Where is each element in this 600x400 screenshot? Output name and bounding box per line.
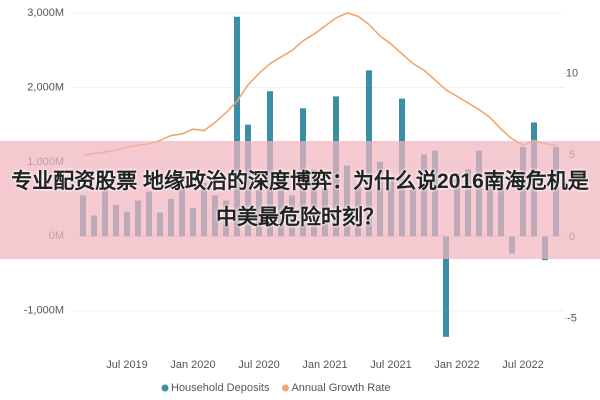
x-tick-label: Jan 2020 [170, 359, 215, 371]
bar [443, 236, 449, 337]
y-tick-label: 3,000M [27, 7, 64, 19]
y-tick-label: -1,000M [24, 305, 64, 317]
legend-label: Annual Growth Rate [291, 382, 390, 394]
bar [234, 16, 240, 237]
y2-tick-label: 10 [566, 67, 578, 79]
legend-marker [281, 384, 289, 392]
x-tick-label: Jan 2021 [302, 359, 347, 371]
line [82, 12, 557, 156]
banner: 专业配资股票 地缘政治的深度博弈：为什么说2016南海危机是中美最危险时刻？ [0, 141, 600, 259]
y-tick-label: 2,000M [27, 81, 64, 93]
x-tick-label: Jul 2021 [370, 359, 412, 371]
x-tick-label: Jul 2020 [238, 359, 280, 371]
x-tick-label: Jul 2022 [502, 359, 544, 371]
y2-tick-label: -5 [567, 312, 577, 324]
x-tick-label: Jan 2022 [434, 359, 479, 371]
banner-text: 专业配资股票 地缘政治的深度博弈：为什么说2016南海危机是中美最危险时刻？ [11, 170, 589, 229]
x-tick-label: Jul 2019 [106, 359, 148, 371]
legend-label: Household Deposits [171, 382, 270, 394]
legend-marker [161, 384, 169, 392]
